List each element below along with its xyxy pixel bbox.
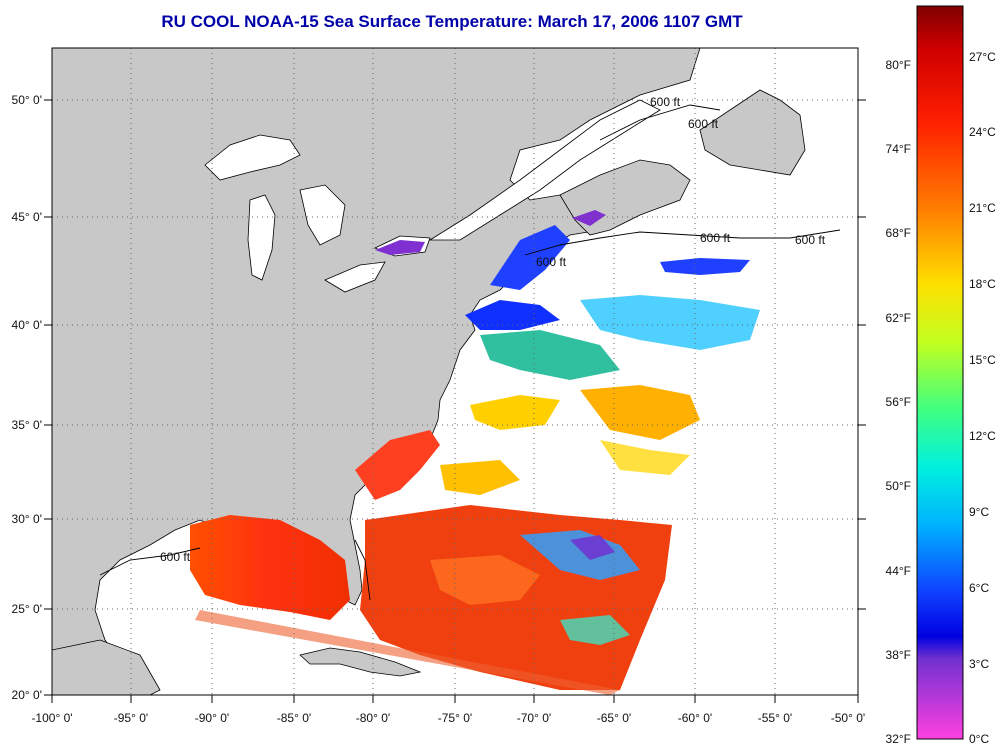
lat-tick-label: 30° 0' bbox=[12, 512, 42, 526]
contour-label: 600 ft bbox=[160, 550, 191, 564]
contour-label: 600 ft bbox=[536, 255, 567, 269]
contour-label: 600 ft bbox=[688, 117, 719, 131]
lon-tick-label: -75° 0' bbox=[438, 711, 472, 725]
lat-tick-label: 40° 0' bbox=[12, 318, 42, 332]
lon-tick-label: -100° 0' bbox=[31, 711, 72, 725]
land-cuba bbox=[299, 647, 422, 677]
st-lawrence bbox=[428, 99, 661, 241]
colorbar-f-label: 44°F bbox=[886, 564, 911, 578]
lat-tick-label: 35° 0' bbox=[12, 418, 42, 432]
lon-tick-label: -95° 0' bbox=[114, 711, 148, 725]
lon-tick-label: -90° 0' bbox=[195, 711, 229, 725]
lake-michigan bbox=[247, 194, 276, 281]
lake-superior bbox=[204, 134, 301, 181]
colorbar-f-label: 50°F bbox=[886, 479, 911, 493]
colorbar-f-label: 32°F bbox=[886, 732, 911, 746]
lon-tick-label: -80° 0' bbox=[356, 711, 390, 725]
contour-label: 600 ft bbox=[700, 231, 731, 245]
lake-erie bbox=[324, 261, 386, 293]
colorbar-c-label: 0°C bbox=[969, 732, 989, 746]
colorbar-c-label: 24°C bbox=[969, 125, 996, 139]
colorbar bbox=[916, 5, 964, 740]
colorbar-celsius-labels: 27°C 24°C 21°C 18°C 15°C 12°C 9°C 6°C 3°… bbox=[969, 50, 996, 746]
lat-tick-label: 20° 0' bbox=[12, 688, 42, 702]
colorbar-c-label: 21°C bbox=[969, 201, 996, 215]
land-yucatan bbox=[52, 639, 161, 695]
lat-tick-label: 45° 0' bbox=[12, 210, 42, 224]
isobath-600ft bbox=[99, 104, 841, 601]
colorbar-c-label: 3°C bbox=[969, 657, 989, 671]
lon-tick-label: -50° 0' bbox=[831, 711, 865, 725]
colorbar-c-label: 9°C bbox=[969, 505, 989, 519]
colorbar-c-label: 15°C bbox=[969, 353, 996, 367]
map-title: RU COOL NOAA-15 Sea Surface Temperature:… bbox=[161, 12, 743, 31]
colorbar-f-label: 38°F bbox=[886, 648, 911, 662]
contour-label: 600 ft bbox=[795, 233, 826, 247]
colorbar-f-label: 68°F bbox=[886, 226, 911, 240]
lon-tick-label: -65° 0' bbox=[597, 711, 631, 725]
colorbar-fahrenheit-labels: 80°F 74°F 68°F 62°F 56°F 50°F 44°F 38°F … bbox=[886, 58, 911, 746]
lon-tick-label: -70° 0' bbox=[517, 711, 551, 725]
colorbar-c-label: 18°C bbox=[969, 277, 996, 291]
colorbar-c-label: 12°C bbox=[969, 429, 996, 443]
longitude-labels: -100° 0' -95° 0' -90° 0' -85° 0' -80° 0'… bbox=[31, 711, 865, 725]
lon-tick-label: -85° 0' bbox=[277, 711, 311, 725]
lon-tick-label: -55° 0' bbox=[758, 711, 792, 725]
lake-huron bbox=[299, 184, 346, 246]
colorbar-c-label: 27°C bbox=[969, 50, 996, 64]
lat-tick-label: 25° 0' bbox=[12, 602, 42, 616]
lat-tick-label: 50° 0' bbox=[12, 93, 42, 107]
colorbar-c-label: 6°C bbox=[969, 581, 989, 595]
latitude-labels: 50° 0' 45° 0' 40° 0' 35° 0' 30° 0' 25° 0… bbox=[12, 93, 42, 702]
colorbar-f-label: 62°F bbox=[886, 311, 911, 325]
colorbar-f-label: 80°F bbox=[886, 58, 911, 72]
land-newfoundland bbox=[699, 89, 806, 176]
contour-label: 600 ft bbox=[650, 95, 681, 109]
colorbar-f-label: 56°F bbox=[886, 395, 911, 409]
tick-marks bbox=[44, 99, 866, 703]
lon-tick-label: -60° 0' bbox=[678, 711, 712, 725]
sst-swath bbox=[190, 210, 760, 695]
colorbar-f-label: 74°F bbox=[886, 142, 911, 156]
